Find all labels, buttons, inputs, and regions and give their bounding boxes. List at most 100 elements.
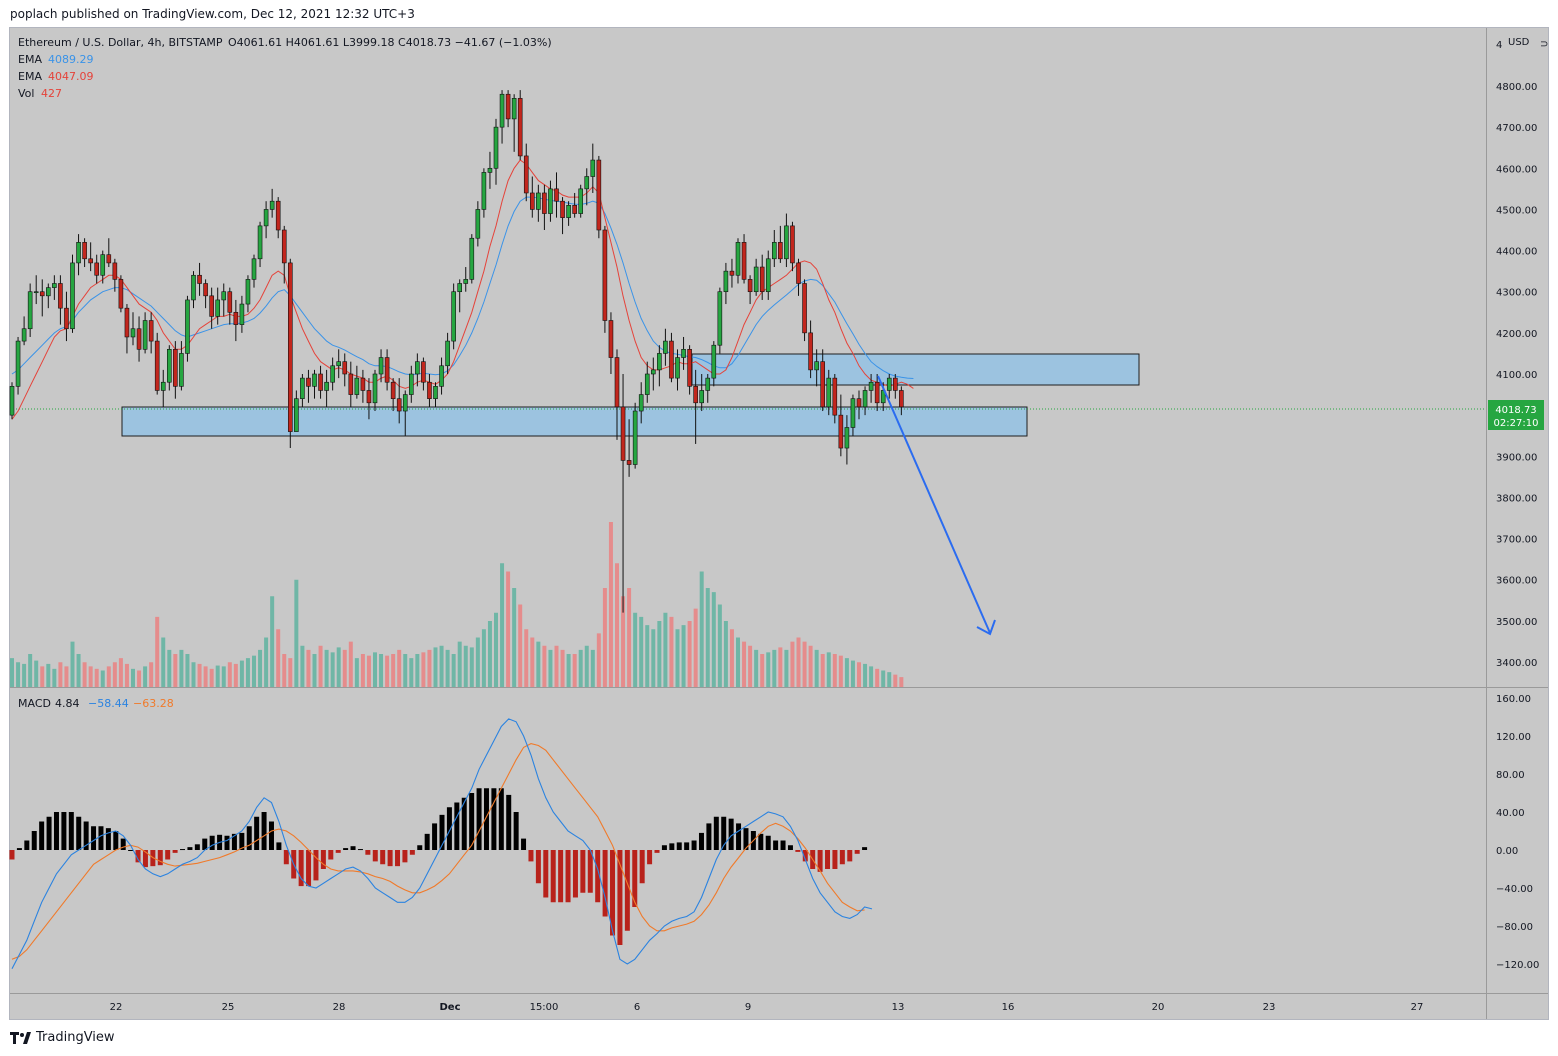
volume-bar [161, 637, 166, 687]
candle-up [439, 365, 444, 387]
volume-bar [360, 654, 365, 687]
support-zone-box[interactable] [121, 406, 1028, 437]
volume-bar [118, 658, 123, 687]
volume-bar [869, 666, 874, 687]
candle-down [517, 98, 523, 157]
candle-up [723, 270, 729, 293]
time-tick-label: 9 [745, 1002, 751, 1013]
macd-histogram-bar [328, 850, 334, 860]
volume-bar [796, 637, 801, 687]
candle-up [711, 344, 717, 379]
macd-histogram-bar [506, 794, 512, 850]
macd-histogram-bar [669, 843, 675, 850]
volume-bar [820, 654, 825, 687]
volume-bar [282, 654, 287, 687]
candle-down [832, 377, 838, 416]
currency-menu-icon[interactable]: ⊃ [1540, 39, 1548, 50]
macd-histogram-bar [595, 850, 601, 903]
candle-up [245, 279, 251, 305]
candle-down [741, 242, 747, 280]
currency-label[interactable]: USD [1508, 37, 1530, 48]
volume-bar [711, 592, 716, 687]
candle-up [336, 361, 342, 367]
candle-down [154, 340, 160, 391]
volume-bar [233, 663, 238, 687]
candle-up [650, 369, 656, 375]
volume-bar [197, 663, 202, 687]
macd-histogram-bar [380, 850, 386, 865]
macd-tick-label: 0.00 [1496, 846, 1518, 857]
candle-up [663, 340, 668, 354]
macd-histogram-bar [424, 833, 430, 850]
volume-bar [264, 637, 269, 687]
forecast-arrow-shaft[interactable] [877, 375, 991, 634]
candle-up [771, 242, 777, 260]
volume-bar [578, 649, 583, 687]
volume-bar [681, 625, 686, 687]
candle-up [330, 365, 335, 383]
macd-histogram-bar [773, 840, 779, 850]
volume-bar [433, 647, 438, 687]
last-price-tag [1488, 400, 1544, 430]
volume-bar [590, 649, 595, 687]
volume-bar [34, 660, 39, 687]
volume-bar [457, 641, 462, 687]
volume-bar [814, 649, 819, 687]
macd-histogram-bar [483, 788, 489, 850]
price-tick-label: 3800.00 [1496, 493, 1537, 504]
macd-histogram-bar [713, 816, 719, 850]
volume-bar [518, 604, 523, 687]
volume-bar [354, 658, 359, 687]
candle-down [384, 357, 390, 383]
macd-signal-line [11, 743, 865, 960]
macd-histogram-bar [521, 838, 527, 850]
volume-bar [191, 662, 196, 687]
time-tick-label: 20 [1152, 1002, 1165, 1013]
time-tick-label: Dec [439, 1002, 460, 1013]
price-axis-bg[interactable] [1487, 28, 1548, 993]
price-tick-label: 4600.00 [1496, 164, 1537, 175]
macd-histogram-bar [624, 850, 630, 931]
candle-up [27, 291, 33, 330]
candle-up [705, 377, 711, 391]
macd-histogram-bar [854, 850, 860, 854]
macd-histogram-bar [513, 812, 519, 850]
volume-bar [318, 645, 323, 687]
candle-up [70, 262, 75, 330]
candle-up [862, 390, 868, 408]
macd-histogram-bar [350, 846, 356, 850]
macd-histogram-bar [268, 821, 274, 850]
volume-bar [167, 649, 172, 687]
volume-bar [844, 658, 849, 687]
volume-bar [439, 645, 444, 687]
volume-bar [524, 629, 529, 687]
volume-bar [131, 668, 135, 687]
candle-down [856, 398, 862, 408]
time-tick-label: 23 [1263, 1002, 1276, 1013]
candle-down [173, 349, 178, 387]
price-tick-label: 4500.00 [1496, 205, 1537, 216]
macd-tick-label: 40.00 [1496, 808, 1525, 819]
candle-up [402, 394, 408, 412]
tradingview-brand[interactable]: TradingView [10, 1030, 115, 1045]
volume-bar [850, 660, 855, 687]
macd-histogram-bar [721, 816, 727, 850]
resistance-zone-box[interactable] [691, 353, 1140, 386]
candle-up [886, 377, 892, 391]
price-tick-label: 3600.00 [1496, 576, 1537, 587]
candle-up [263, 209, 269, 227]
time-axis-bg[interactable] [10, 994, 1548, 1019]
volume-bar [687, 621, 692, 687]
macd-histogram-bar [165, 850, 171, 860]
candle-down [124, 307, 130, 338]
volume-bar [633, 612, 638, 687]
candle-down [58, 283, 63, 309]
macd-histogram-bar [550, 850, 556, 903]
volume-bar [566, 654, 571, 687]
volume-bar [185, 654, 190, 687]
tradingview-label: TradingView [36, 1030, 115, 1045]
volume-bar [76, 654, 81, 687]
macd-histogram-bar [142, 850, 148, 868]
macd-histogram-bar [528, 850, 534, 862]
